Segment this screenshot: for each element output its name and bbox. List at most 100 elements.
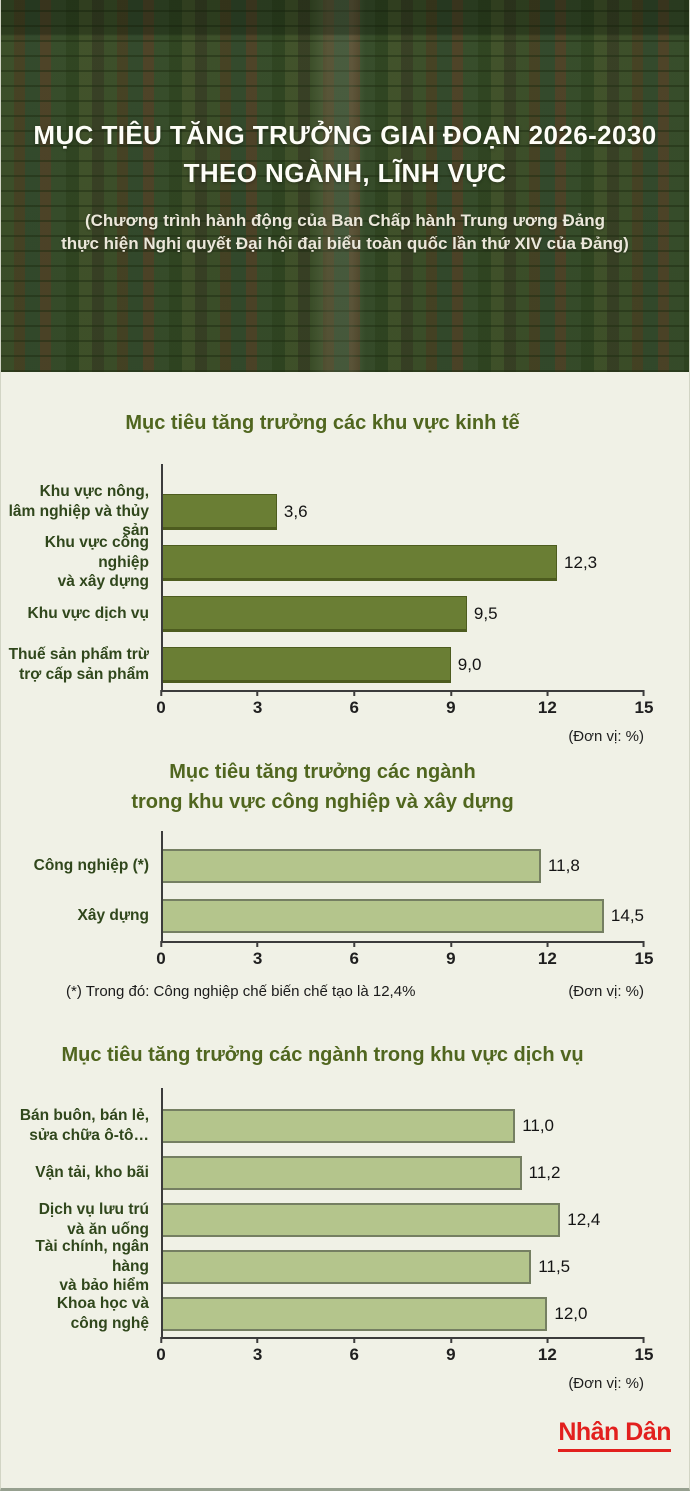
page-title: MỤC TIÊU TĂNG TRƯỞNG GIAI ĐOẠN 2026-2030… <box>1 116 689 192</box>
x-tick: 9 <box>446 1345 456 1364</box>
chart-title: Mục tiêu tăng trưởng các khu vực kinh tế <box>125 412 520 434</box>
category-label: Vận tải, kho bãi <box>35 1163 149 1181</box>
bar <box>161 1296 548 1331</box>
bar-track: 11,5 <box>161 1249 644 1284</box>
bar <box>161 595 467 632</box>
category-label: Khu vực công nghiệp và xây dựng <box>44 534 149 591</box>
bar-value-label: 12,3 <box>564 552 598 572</box>
bar-row: Khu vực công nghiệp và xây dựng 12,3 <box>1 534 644 590</box>
page-footer: Nhân Dân <box>1 1418 689 1452</box>
category-label: Thuế sản phẩm trừ trợ cấp sản phẩm <box>8 646 149 683</box>
bar-value-label: 11,0 <box>522 1115 555 1135</box>
chart-title: Mục tiêu tăng trưởng các ngành trong khu… <box>131 761 514 813</box>
x-tick: 3 <box>252 949 263 968</box>
x-tick: 15 <box>634 698 654 717</box>
bar-track: 3,6 <box>161 493 644 530</box>
bar-track: 9,0 <box>161 646 644 683</box>
x-tick: 15 <box>634 949 654 968</box>
chart-title: Mục tiêu tăng trưởng các ngành trong khu… <box>61 1044 584 1066</box>
bar-value-label: 9,5 <box>473 603 498 623</box>
bar-track: 11,0 <box>161 1108 644 1143</box>
page-title-line2: THEO NGÀNH, LĨNH VỰC <box>183 158 507 188</box>
x-axis: 0 3 6 9 12 15 <box>156 941 653 977</box>
x-tick: 0 <box>156 1345 166 1364</box>
chart-footnote: (*) Trong đó: Công nghiệp chế biến chế t… <box>66 983 416 1000</box>
x-tick: 9 <box>446 698 456 717</box>
chart-industry-construction: Mục tiêu tăng trưởng các ngành trong khu… <box>1 745 689 1000</box>
x-tick: 6 <box>349 1345 359 1364</box>
bar-row: Dịch vụ lưu trú và ăn uống 12,4 <box>1 1196 644 1243</box>
x-tick: 0 <box>156 949 166 968</box>
x-tick: 12 <box>537 698 557 717</box>
bar-value-label: 11,2 <box>528 1162 561 1182</box>
bar <box>161 493 277 530</box>
x-axis: 0 3 6 9 12 15 <box>156 690 653 726</box>
category-label: Công nghiệp (*) <box>33 857 149 875</box>
x-tick: 15 <box>634 1345 654 1364</box>
plot-area: Khu vực nông, lâm nghiệp và thủy sản 3,6… <box>1 464 653 726</box>
page-subtitle: (Chương trình hành động của Ban Chấp hàn… <box>61 211 629 253</box>
unit-note: (Đơn vị: %) <box>568 1375 644 1392</box>
bar-track: 12,3 <box>161 544 644 581</box>
x-tick: 3 <box>252 1345 263 1364</box>
bar <box>161 646 451 683</box>
y-axis-line <box>161 1088 163 1337</box>
category-label: Tài chính, ngân hàng và bảo hiểm <box>35 1238 149 1295</box>
unit-note: (Đơn vị: %) <box>568 728 644 745</box>
x-tick: 0 <box>156 698 166 717</box>
category-label: Dịch vụ lưu trú và ăn uống <box>38 1201 149 1238</box>
x-tick: 6 <box>349 698 359 717</box>
x-tick: 3 <box>252 698 263 717</box>
bar-value-label: 11,8 <box>547 856 580 875</box>
bar-row: Xây dựng 14,5 <box>1 891 644 941</box>
bar-value-label: 14,5 <box>610 906 644 925</box>
unit-note: (Đơn vị: %) <box>568 983 644 1000</box>
category-label: Khu vực dịch vụ <box>27 604 149 622</box>
plot-area: Bán buôn, bán lẻ, sửa chữa ô-tô… 11,0 Vậ… <box>1 1088 653 1373</box>
bar-value-label: 11,5 <box>538 1256 571 1276</box>
bar-value-label: 9,0 <box>457 654 482 674</box>
chart-services: Mục tiêu tăng trưởng các ngành trong khu… <box>1 1000 689 1392</box>
bar <box>161 849 541 883</box>
bar-row: Khu vực dịch vụ 9,5 <box>1 588 644 639</box>
y-axis-line <box>161 831 163 941</box>
bar <box>161 1108 516 1143</box>
bar-track: 11,8 <box>161 849 644 883</box>
bar-row: Khu vực nông, lâm nghiệp và thủy sản 3,6 <box>1 483 644 539</box>
plot-area: Công nghiệp (*) 11,8 Xây dựng 14,5 0 3 <box>1 831 653 977</box>
bar-track: 11,2 <box>161 1155 644 1190</box>
bar <box>161 544 558 581</box>
x-tick: 12 <box>537 949 557 968</box>
bar-row: Bán buôn, bán lẻ, sửa chữa ô-tô… 11,0 <box>1 1102 644 1149</box>
category-label: Bán buôn, bán lẻ, sửa chữa ô-tô… <box>19 1107 149 1144</box>
bar <box>161 899 604 933</box>
x-tick: 9 <box>446 949 456 968</box>
category-label: Khu vực nông, lâm nghiệp và thủy sản <box>8 483 149 540</box>
bar-row: Thuế sản phẩm trừ trợ cấp sản phẩm 9,0 <box>1 639 644 690</box>
bar-track: 9,5 <box>161 595 644 632</box>
hero-header: MỤC TIÊU TĂNG TRƯỞNG GIAI ĐOẠN 2026-2030… <box>1 0 689 372</box>
category-label: Xây dựng <box>77 907 149 925</box>
nhan-dan-logo: Nhân Dân <box>558 1418 671 1452</box>
bar-value-label: 3,6 <box>283 501 308 521</box>
category-label: Khoa học và công nghệ <box>56 1295 149 1332</box>
bar-value-label: 12,4 <box>567 1209 601 1229</box>
bar-track: 12,0 <box>161 1296 644 1331</box>
bar-row: Tài chính, ngân hàng và bảo hiểm 11,5 <box>1 1238 644 1294</box>
bar-row: Khoa học và công nghệ 12,0 <box>1 1290 644 1337</box>
page-title-line1: MỤC TIÊU TĂNG TRƯỞNG GIAI ĐOẠN 2026-2030 <box>33 120 657 150</box>
bar <box>161 1202 561 1237</box>
bar <box>161 1249 532 1284</box>
x-axis: 0 3 6 9 12 15 <box>156 1337 653 1373</box>
x-tick: 12 <box>537 1345 557 1364</box>
bar-track: 14,5 <box>161 899 644 933</box>
bar-value-label: 12,0 <box>554 1303 588 1323</box>
bar <box>161 1155 522 1190</box>
chart-economic-sectors: Mục tiêu tăng trưởng các khu vực kinh tế… <box>1 372 689 745</box>
x-tick: 6 <box>349 949 359 968</box>
bar-row: Công nghiệp (*) 11,8 <box>1 841 644 891</box>
bar-row: Vận tải, kho bãi 11,2 <box>1 1149 644 1196</box>
y-axis-line <box>161 464 163 690</box>
bar-track: 12,4 <box>161 1202 644 1237</box>
